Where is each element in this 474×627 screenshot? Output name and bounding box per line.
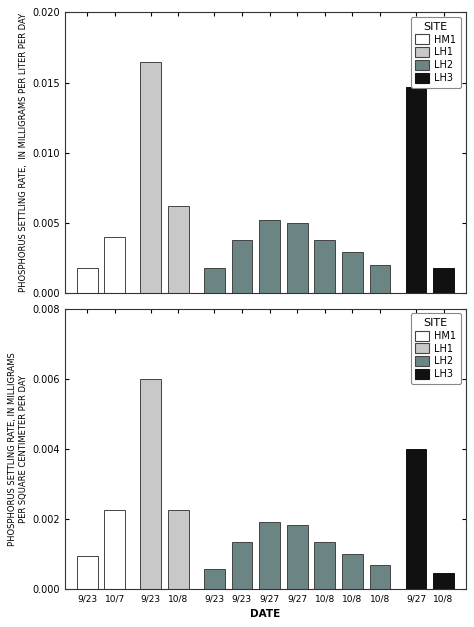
Bar xyxy=(231,240,252,293)
Bar xyxy=(168,510,189,589)
Bar xyxy=(231,542,252,589)
Bar xyxy=(406,449,426,589)
X-axis label: DATE: DATE xyxy=(250,609,281,619)
Bar xyxy=(433,268,454,293)
Bar xyxy=(370,565,391,589)
Bar xyxy=(370,265,391,293)
Bar xyxy=(314,240,335,293)
Bar xyxy=(406,87,426,293)
Legend: HM1, LH1, LH2, LH3: HM1, LH1, LH2, LH3 xyxy=(410,17,461,88)
Bar xyxy=(77,268,98,293)
Bar xyxy=(104,237,125,293)
Legend: HM1, LH1, LH2, LH3: HM1, LH1, LH2, LH3 xyxy=(410,314,461,384)
Bar xyxy=(259,219,280,293)
Bar xyxy=(287,223,308,293)
Y-axis label: PHOSPHORUS SETTLING RATE,  IN MILLIGRAMS PER LITER PER DAY: PHOSPHORUS SETTLING RATE, IN MILLIGRAMS … xyxy=(19,13,28,292)
Bar xyxy=(342,251,363,293)
Y-axis label: PHOSPHORUS SETTLING RATE, IN MILLIGRAMS
PER SQUARE CENTIMETER PER DAY: PHOSPHORUS SETTLING RATE, IN MILLIGRAMS … xyxy=(9,352,28,545)
Bar xyxy=(104,510,125,589)
Bar xyxy=(77,556,98,589)
Bar xyxy=(140,379,161,589)
Bar xyxy=(204,569,225,589)
Bar xyxy=(433,574,454,589)
Bar xyxy=(204,268,225,293)
Bar xyxy=(140,62,161,293)
Bar xyxy=(314,542,335,589)
Bar xyxy=(342,554,363,589)
Bar xyxy=(287,525,308,589)
Bar xyxy=(259,522,280,589)
Bar xyxy=(168,206,189,293)
